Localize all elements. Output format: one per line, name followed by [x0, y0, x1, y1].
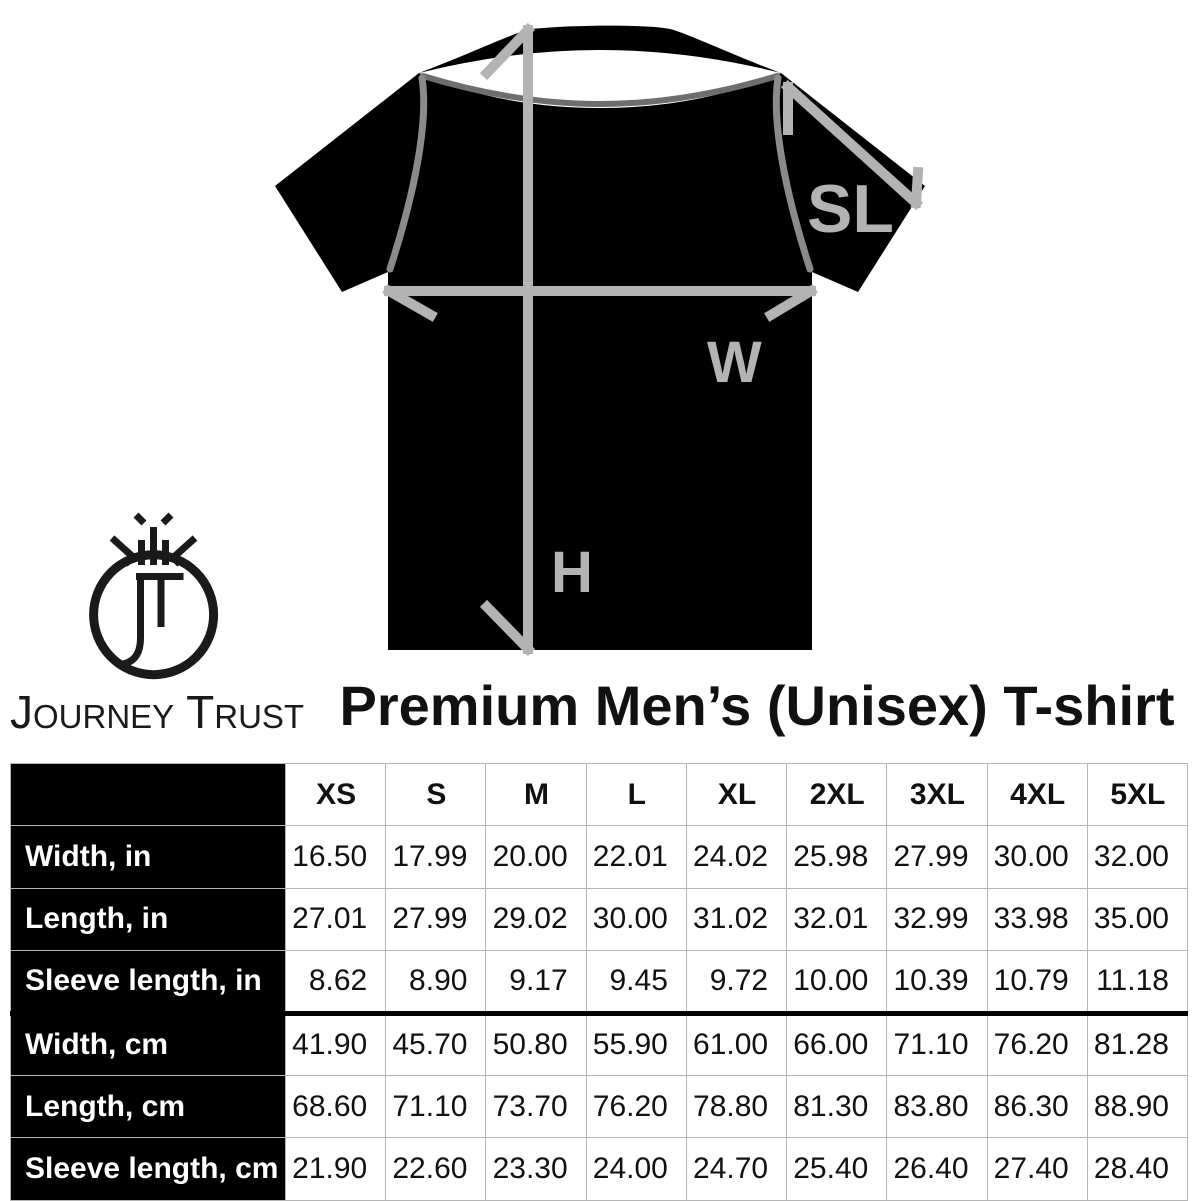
svg-text:Premium Men’s (Unisex) T-shirt: Premium Men’s (Unisex) T-shirt [340, 674, 1175, 737]
svg-text:JOURNEY TRUST: JOURNEY TRUST [10, 686, 304, 738]
